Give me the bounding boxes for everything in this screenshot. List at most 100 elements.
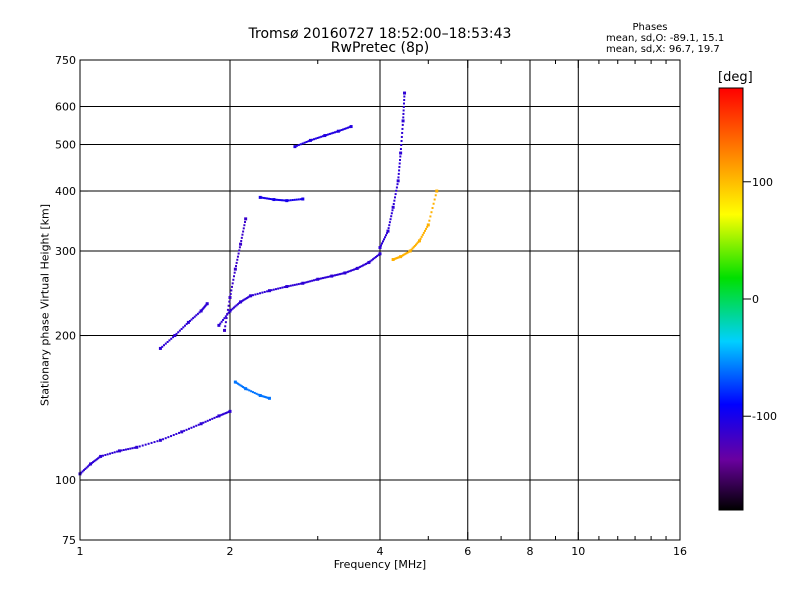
trace-dot (274, 288, 277, 291)
data-point (301, 197, 305, 201)
trace-dot (269, 198, 272, 201)
trace-dot (276, 198, 279, 201)
trace-dot (402, 105, 405, 108)
trace-dot (388, 224, 391, 227)
trace-dot (322, 135, 325, 138)
trace-dot (380, 242, 383, 245)
trace-dot (260, 196, 263, 199)
x-tick-label: 8 (527, 545, 534, 558)
trace-dot (81, 470, 84, 473)
trace-dot (244, 297, 247, 300)
phases-x-stats: mean, sd,X: 96.7, 19.7 (606, 44, 720, 55)
trace-dot (262, 196, 265, 199)
trace-dot (224, 321, 227, 324)
trace-dot (384, 234, 387, 237)
trace-dot (219, 322, 222, 325)
trace-dot (271, 198, 274, 201)
trace-dot (80, 471, 83, 474)
trace-dot (372, 258, 375, 261)
trace-dot (234, 305, 237, 308)
trace-dot (164, 342, 167, 345)
trace-dot (241, 233, 244, 236)
trace-dot (240, 240, 243, 243)
trace-dot (168, 339, 171, 342)
data-point (158, 438, 162, 442)
data-point (391, 205, 395, 209)
trace-dot (415, 243, 418, 246)
data-point (367, 260, 371, 264)
trace-dot (150, 441, 153, 444)
trace-dot (320, 135, 323, 138)
trace-dot (238, 249, 241, 252)
trace-dot (170, 435, 173, 438)
x-axis-label: Frequency [MHz] (333, 558, 427, 571)
trace-dot (193, 315, 196, 318)
data-point (426, 223, 430, 227)
trace-dot (185, 428, 188, 431)
trace-dot (225, 317, 228, 320)
trace-dot (325, 276, 328, 279)
trace-dot (307, 140, 310, 143)
trace-dot (127, 448, 130, 451)
data-point (233, 380, 237, 384)
data-point (378, 246, 382, 250)
trace-dot (243, 298, 246, 301)
trace-dot (164, 437, 167, 440)
trace-dot (400, 254, 403, 257)
trace-dot (222, 413, 225, 416)
trace-dot (244, 221, 247, 224)
trace-dot (242, 386, 245, 389)
trace-dot (321, 277, 324, 280)
trace-dot (390, 215, 393, 218)
trace-dot (224, 325, 227, 328)
y-tick-label: 300 (55, 245, 76, 258)
trace-dot (398, 162, 401, 165)
colorbar (718, 87, 744, 511)
trace-dot (293, 198, 296, 201)
trace-dot (428, 219, 431, 222)
trace-dot (188, 319, 191, 322)
data-point (349, 125, 353, 129)
trace-dot (283, 286, 286, 289)
trace-dot (223, 317, 226, 320)
y-tick-label: 75 (62, 534, 76, 547)
trace-dot (106, 453, 109, 456)
trace-dot (369, 260, 372, 263)
trace-dot (242, 299, 245, 302)
trace-dot (227, 311, 230, 314)
trace-dot (240, 385, 243, 388)
trace-dot (426, 225, 429, 228)
trace-dot (401, 123, 404, 126)
trace-dot (299, 198, 302, 201)
trace-dot (421, 233, 424, 236)
trace-dot (402, 116, 405, 119)
trace-dot (153, 441, 156, 444)
trace-dot (297, 283, 300, 286)
trace-dot (175, 432, 178, 435)
data-point (117, 449, 121, 453)
data-point (435, 189, 439, 193)
trace-dot (227, 304, 230, 307)
trace-dot (332, 131, 335, 134)
x-tick-label: 10 (571, 545, 585, 558)
trace-dot (398, 169, 401, 172)
trace-dot (340, 272, 343, 275)
data-point (399, 255, 403, 259)
data-point (199, 422, 203, 426)
trace-dot (259, 292, 262, 295)
trace-dot (305, 281, 308, 284)
data-point (173, 334, 177, 338)
trace-dot (211, 417, 214, 420)
trace-dot (129, 447, 132, 450)
trace-dot (423, 229, 426, 232)
trace-dot (86, 465, 89, 468)
data-point (417, 239, 421, 243)
trace-dot (389, 218, 392, 221)
trace-dot (163, 344, 166, 347)
trace-dot (82, 469, 85, 472)
trace-dot (138, 445, 141, 448)
trace-dot (232, 306, 235, 309)
trace-dot (420, 235, 423, 238)
trace-dot (170, 337, 173, 340)
